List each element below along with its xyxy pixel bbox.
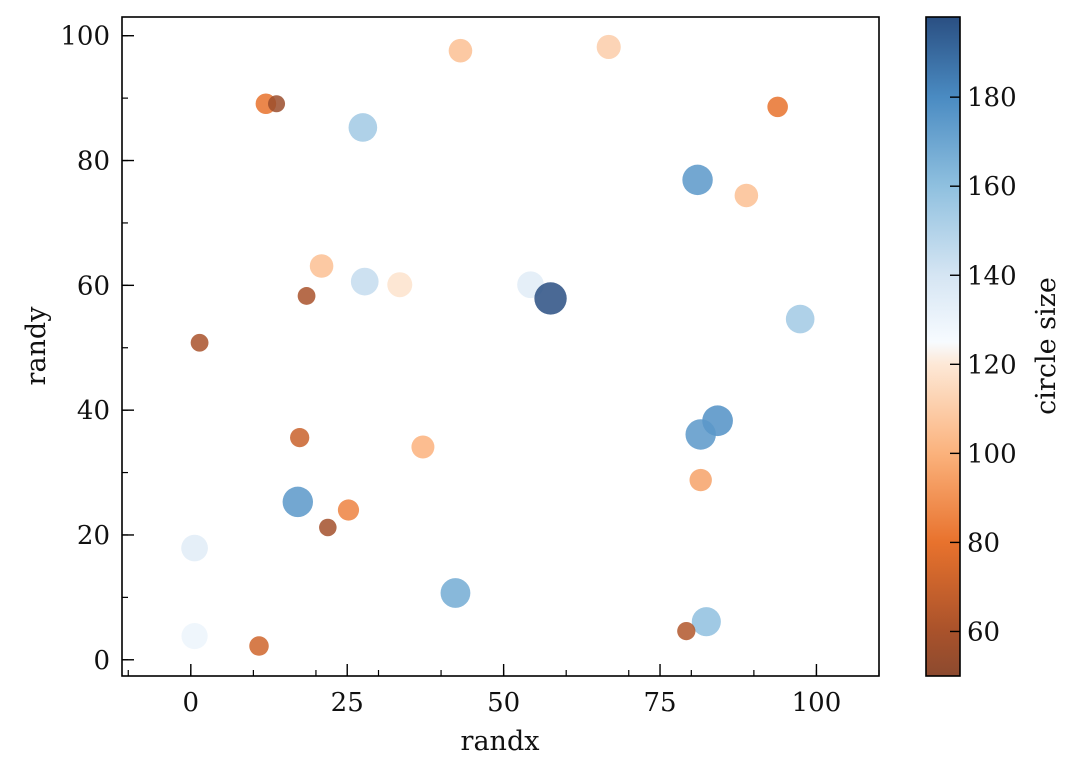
scatter-point <box>337 499 360 521</box>
scatter-point <box>309 254 334 278</box>
colorbar-tick-label: 120 <box>967 350 1017 380</box>
colorbar-tick-label: 80 <box>967 528 1000 558</box>
y-tick-label: 60 <box>77 271 110 301</box>
scatter-point <box>411 435 435 459</box>
colorbar-tick-label: 180 <box>967 83 1017 113</box>
x-tick-label: 50 <box>487 688 520 718</box>
scatter-point <box>387 272 413 298</box>
colorbar-axis: 60 80 100 120 140 160 180 <box>950 83 1017 647</box>
colorbar <box>925 16 961 677</box>
scatter-point <box>348 113 378 142</box>
scatter-point <box>297 287 316 305</box>
scatter-point <box>290 427 310 448</box>
y-axis: 0 20 40 60 80 100 <box>60 22 134 676</box>
points-layer <box>181 34 815 656</box>
scatter-point <box>734 183 759 208</box>
y-axis-label: randy <box>21 306 52 386</box>
scatter-point <box>448 38 473 63</box>
scatter-point <box>691 607 721 637</box>
scatter-point <box>267 95 286 113</box>
scatter-point <box>785 304 815 334</box>
scatter-point <box>181 534 208 562</box>
scatter-point <box>689 468 712 492</box>
y-tick-label: 80 <box>77 147 110 177</box>
scatter-point <box>350 267 379 296</box>
y-tick-label: 40 <box>77 396 110 426</box>
scatter-point <box>596 34 621 60</box>
colorbar-tick-label: 140 <box>967 261 1017 291</box>
scatter-point <box>534 282 567 315</box>
colorbar-tick-label: 160 <box>967 172 1017 202</box>
x-axis: 0 25 50 75 100 <box>127 664 880 718</box>
x-tick-label: 75 <box>643 688 676 718</box>
y-tick-label: 20 <box>77 521 110 551</box>
scatter-point <box>682 164 713 196</box>
y-tick-label: 0 <box>93 646 110 676</box>
colorbar-label: circle size <box>1031 277 1062 415</box>
x-tick-label: 0 <box>183 688 200 718</box>
y-tick-label: 100 <box>60 22 110 52</box>
x-tick-label: 25 <box>331 688 364 718</box>
colorbar-tick-label: 60 <box>967 617 1000 647</box>
scatter-point <box>677 621 696 641</box>
plot-frame <box>121 16 880 677</box>
x-tick-label: 100 <box>792 688 842 718</box>
scatter-point <box>767 96 788 118</box>
scatter-point <box>190 333 209 352</box>
scatter-point <box>181 622 208 650</box>
scatter-point <box>440 578 471 608</box>
scatter-point <box>685 419 716 450</box>
colorbar-tick-label: 100 <box>967 439 1017 469</box>
x-axis-label: randx <box>461 726 540 757</box>
scatter-point <box>282 486 314 518</box>
scatter-point <box>319 518 337 537</box>
scatter-point <box>249 636 269 656</box>
